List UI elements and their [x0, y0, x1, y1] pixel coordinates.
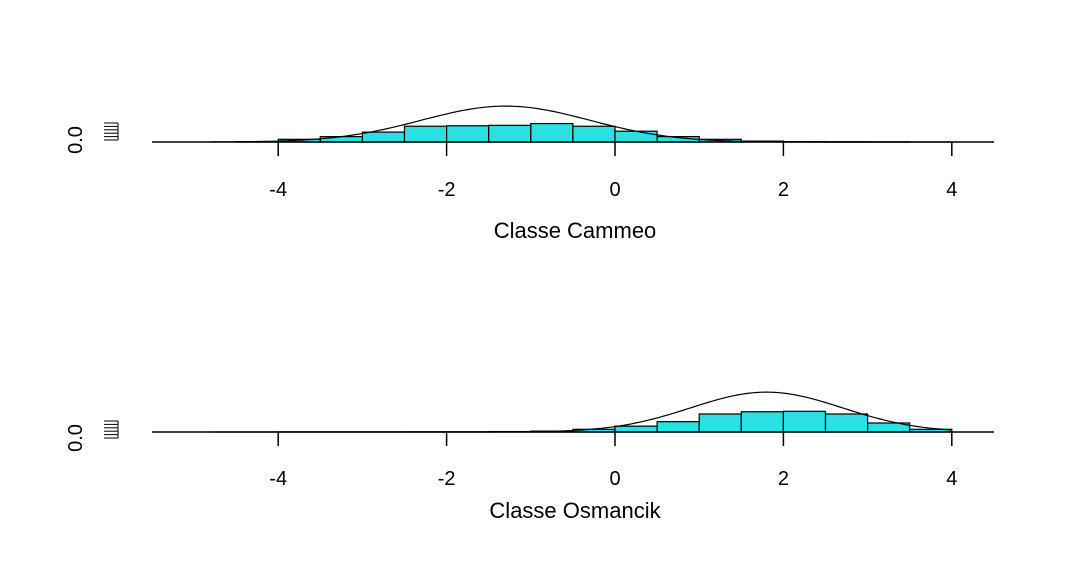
x-axis-title: Classe Cammeo: [494, 218, 657, 243]
x-tick-label: 0: [609, 468, 620, 490]
histogram-bar: [698, 413, 742, 433]
x-axis-title: Classe Osmancik: [489, 498, 661, 523]
x-tick-label: -2: [438, 468, 456, 490]
x-tick-label: 2: [778, 468, 789, 490]
histogram-bar: [530, 122, 574, 143]
x-tick-label: 2: [778, 179, 789, 201]
histogram-bar: [403, 125, 448, 143]
y-tick-label: 0.0: [65, 126, 87, 154]
histogram-bar: [614, 425, 658, 433]
y-tick-label: 0.0: [65, 424, 87, 452]
histogram-bar: [361, 131, 406, 143]
x-tick-label: -4: [269, 468, 287, 490]
histogram-bar: [446, 125, 490, 143]
histogram-bar: [319, 136, 363, 143]
panel-osmancik: -4 -2 0 2 4 0.0 Classe Osmancik: [65, 391, 994, 523]
histogram-bar: [782, 410, 827, 433]
histogram-bar: [614, 130, 658, 143]
histogram-bar: [572, 125, 616, 143]
histogram-bar: [824, 413, 869, 433]
panel-cammeo: -4 -2 0 2 4 0.0 Classe Cammeo: [65, 105, 994, 243]
x-tick-label: 4: [946, 179, 957, 201]
x-tick-label: -2: [438, 179, 456, 201]
x-tick-label: -4: [269, 179, 287, 201]
histogram-bar: [488, 124, 532, 143]
histogram-bar: [740, 411, 784, 433]
histogram-bar: [656, 421, 700, 433]
x-tick-label: 4: [946, 468, 957, 490]
x-tick-label: 0: [609, 179, 620, 201]
